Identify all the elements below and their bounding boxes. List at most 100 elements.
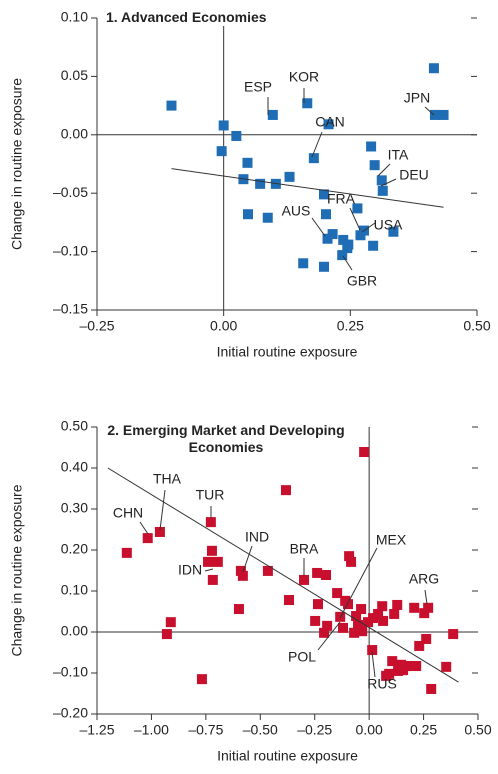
point	[392, 599, 403, 610]
point	[384, 668, 395, 679]
point	[429, 109, 440, 120]
point	[262, 565, 273, 576]
point	[377, 185, 388, 196]
point	[322, 620, 333, 631]
point	[312, 567, 323, 578]
point	[212, 556, 223, 567]
point	[161, 629, 172, 640]
annotation: CAN	[315, 114, 345, 130]
point	[142, 533, 153, 544]
annotation: KOR	[289, 69, 319, 85]
point	[205, 517, 216, 528]
point	[237, 570, 248, 581]
annotation: AUS	[282, 203, 311, 219]
point	[308, 153, 319, 164]
point	[411, 661, 422, 672]
x-tick-label: –1.25	[79, 722, 114, 738]
point	[121, 547, 132, 558]
point	[344, 551, 355, 562]
panel-title: 1. Advanced Economies	[106, 9, 406, 26]
point	[426, 683, 437, 694]
point	[218, 120, 229, 131]
point	[312, 599, 323, 610]
leader-line	[371, 651, 376, 678]
point	[154, 526, 165, 537]
x-tick-label: –1.00	[134, 722, 169, 738]
point	[357, 626, 368, 637]
point	[323, 119, 334, 130]
annotation: JPN	[404, 90, 430, 106]
point	[206, 545, 217, 556]
point	[409, 602, 420, 613]
point	[438, 109, 449, 120]
point	[359, 447, 370, 458]
y-tick-label: 0.10	[61, 582, 88, 598]
leader-line	[159, 489, 166, 531]
leader-line	[339, 547, 378, 619]
annotation: DEU	[399, 167, 429, 183]
point	[351, 611, 362, 622]
point	[242, 157, 253, 168]
point	[280, 485, 291, 496]
point	[166, 100, 177, 111]
point	[165, 617, 176, 628]
y-tick-label: 0.05	[61, 67, 88, 83]
point	[448, 629, 459, 640]
point	[414, 640, 425, 651]
point	[353, 620, 364, 631]
point	[327, 229, 338, 240]
x-tick-label: –0.75	[188, 722, 223, 738]
panel-title: 2. Emerging Market and Developing Econom…	[106, 422, 346, 456]
x-tick-label: 0.00	[356, 722, 383, 738]
point	[338, 622, 349, 633]
point	[216, 146, 227, 157]
point	[233, 604, 244, 615]
leader-line	[424, 589, 428, 605]
leader-line	[317, 621, 341, 651]
y-tick-label: –0.10	[53, 242, 88, 258]
annotation: IND	[245, 529, 269, 545]
point	[255, 178, 266, 189]
point	[401, 661, 412, 672]
x-tick-label: –0.25	[297, 722, 332, 738]
y-tick-label: 0.50	[61, 418, 88, 434]
point	[363, 617, 374, 628]
point	[231, 130, 242, 141]
point	[389, 608, 400, 619]
y-tick-label: –0.05	[53, 184, 88, 200]
y-axis-label: Change in routine exposure	[9, 78, 25, 250]
point	[298, 258, 309, 269]
point	[203, 556, 214, 567]
y-tick-label: –0.15	[53, 301, 88, 317]
point	[352, 203, 363, 214]
point	[366, 141, 377, 152]
point	[388, 226, 399, 237]
x-tick-label: 0.00	[210, 318, 237, 334]
point	[376, 175, 387, 186]
point	[284, 171, 295, 182]
leader-line	[242, 545, 253, 573]
x-tick-label: 0.25	[410, 722, 437, 738]
y-tick-label: –0.10	[53, 664, 88, 680]
x-tick-label: –0.50	[243, 722, 278, 738]
leader-line	[204, 568, 214, 572]
point	[284, 595, 295, 606]
annotation: CHN	[113, 505, 143, 521]
point	[369, 160, 380, 171]
point	[346, 556, 357, 567]
point	[343, 599, 354, 610]
point	[423, 602, 434, 613]
point	[368, 613, 379, 624]
point	[318, 261, 329, 272]
y-tick-label: 0.20	[61, 541, 88, 557]
annotation: ITA	[388, 147, 409, 163]
x-tick-label: 0.50	[463, 318, 490, 334]
annotation: GBR	[347, 273, 377, 289]
annotation: MEX	[376, 532, 407, 548]
point	[337, 250, 348, 261]
leader-line	[380, 178, 397, 187]
annotation: TUR	[196, 487, 225, 503]
point	[378, 615, 389, 626]
point	[373, 608, 384, 619]
